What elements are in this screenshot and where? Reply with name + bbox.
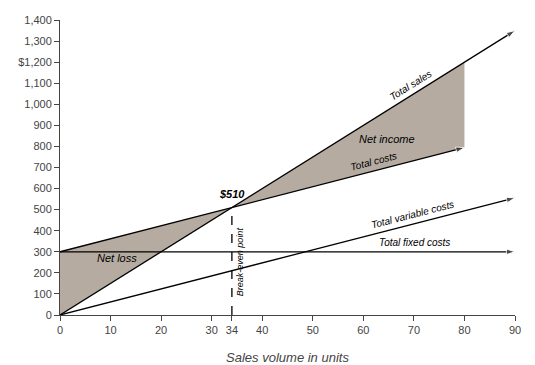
svg-text:50: 50: [307, 324, 319, 336]
svg-text:Total variable costs: Total variable costs: [370, 199, 455, 231]
svg-text:Total costs: Total costs: [349, 150, 398, 172]
svg-text:Sales volume in units: Sales volume in units: [226, 350, 349, 365]
svg-text:70: 70: [408, 324, 420, 336]
svg-text:800: 800: [33, 140, 51, 152]
svg-text:20: 20: [155, 324, 167, 336]
svg-text:200: 200: [33, 267, 51, 279]
svg-text:700: 700: [33, 161, 51, 173]
svg-text:Total fixed costs: Total fixed costs: [379, 237, 450, 248]
svg-text:600: 600: [33, 182, 51, 194]
svg-text:$1,200: $1,200: [18, 56, 52, 68]
svg-text:1,300: 1,300: [24, 35, 52, 47]
svg-text:1,000: 1,000: [24, 98, 52, 110]
svg-text:Break-even point: Break-even point: [235, 228, 245, 297]
svg-text:300: 300: [33, 246, 51, 258]
svg-text:10: 10: [104, 324, 116, 336]
svg-text:60: 60: [357, 324, 369, 336]
svg-text:Net income: Net income: [359, 133, 415, 145]
svg-text:30: 30: [206, 324, 218, 336]
svg-text:500: 500: [33, 203, 51, 215]
svg-text:100: 100: [33, 288, 51, 300]
svg-text:0: 0: [57, 324, 63, 336]
svg-text:1,400: 1,400: [24, 14, 52, 26]
svg-text:90: 90: [509, 324, 521, 336]
svg-text:400: 400: [33, 225, 51, 237]
svg-text:0: 0: [46, 309, 52, 321]
svg-text:$510: $510: [219, 188, 245, 200]
svg-text:80: 80: [458, 324, 470, 336]
svg-text:Net loss: Net loss: [97, 252, 137, 264]
svg-text:1,100: 1,100: [24, 77, 52, 89]
svg-text:900: 900: [33, 119, 51, 131]
svg-text:40: 40: [256, 324, 268, 336]
svg-text:34: 34: [226, 324, 238, 336]
svg-text:Total sales: Total sales: [388, 68, 434, 102]
